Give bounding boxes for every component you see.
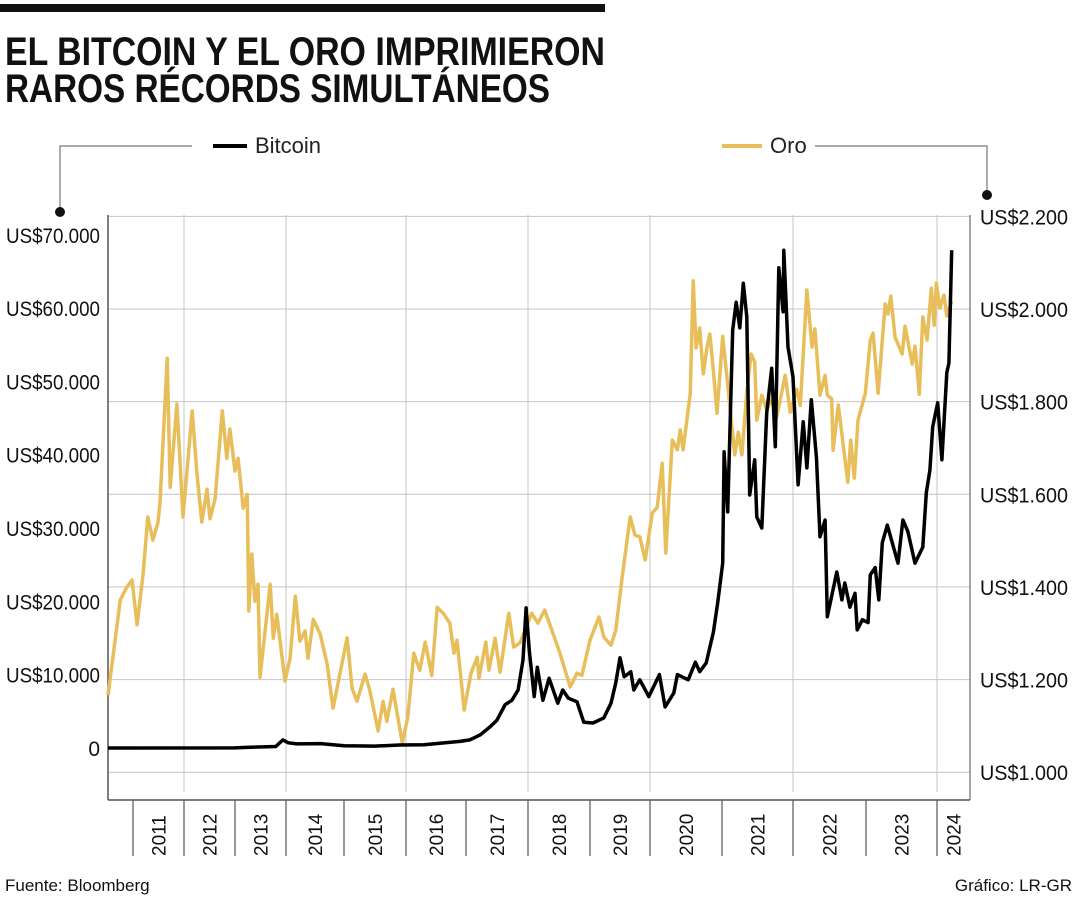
- x-tick-label: 2017: [488, 814, 509, 856]
- x-tick-label: 2012: [201, 814, 222, 856]
- left-tick-label: US$50.000: [6, 371, 100, 394]
- right-tick-label: US$1.400: [980, 577, 1068, 600]
- series-line-bitcoin: [107, 248, 954, 750]
- right-axis-callout: [815, 145, 988, 195]
- x-tick-label: 2024: [945, 813, 966, 856]
- left-tick-label: US$70.000: [6, 225, 100, 248]
- left-axis-ticks: 0 US$10.000 US$20.000 US$30.000 US$40.000 US$…: [6, 225, 100, 761]
- title-line-1: EL BITCOIN Y EL ORO IMPRIMIERON: [5, 30, 605, 74]
- gridlines: [108, 215, 970, 792]
- x-tick-label: 2013: [252, 814, 273, 856]
- series-lines: [106, 248, 954, 750]
- right-tick-label: US$1.000: [980, 762, 1068, 785]
- series-line-oro: [106, 279, 954, 745]
- left-tick-label: US$20.000: [6, 591, 100, 614]
- x-tick-label: 2016: [427, 814, 448, 856]
- x-tick-label: 2015: [366, 814, 387, 856]
- right-tick-label: US$1.200: [980, 670, 1068, 693]
- right-tick-label: US$1.800: [980, 392, 1068, 415]
- x-axis-ticks: 2011 2012 2013 2014 2015 2016 2017 2018 2019 2020…: [132, 800, 966, 856]
- title-rule: [0, 4, 605, 12]
- left-tick-label: 0: [88, 738, 100, 761]
- x-tick-label: 2023: [893, 814, 914, 856]
- x-tick-label: 2011: [150, 815, 171, 856]
- x-tick-label: 2014: [306, 813, 327, 856]
- x-tick-label: 2019: [611, 814, 632, 856]
- x-tick-label: 2018: [550, 814, 571, 856]
- left-tick-label: US$40.000: [6, 445, 100, 468]
- axes: [107, 215, 971, 801]
- right-axis-callout-dot: [982, 190, 992, 200]
- credit-note: Gráfico: LR-GR: [955, 876, 1072, 895]
- left-tick-label: US$30.000: [6, 518, 100, 541]
- left-tick-label: US$60.000: [6, 298, 100, 321]
- x-tick-label: 2022: [821, 814, 842, 856]
- legend-label-bitcoin: Bitcoin: [255, 133, 321, 158]
- left-axis-callout: [59, 145, 192, 212]
- title-line-2: RAROS RÉCORDS SIMULTÁNEOS: [5, 66, 550, 111]
- left-axis-callout-dot: [55, 207, 65, 217]
- left-tick-label: US$10.000: [6, 665, 100, 688]
- right-axis-ticks: US$1.000 US$1.200 US$1.400 US$1.600 US$1.800…: [980, 206, 1068, 785]
- source-note: Fuente: Bloomberg: [5, 876, 150, 895]
- legend-label-oro: Oro: [770, 133, 807, 158]
- x-tick-label: 2020: [677, 814, 698, 856]
- right-tick-label: US$1.600: [980, 484, 1068, 507]
- x-tick-label: 2021: [749, 814, 770, 856]
- right-tick-label: US$2.000: [980, 299, 1068, 322]
- right-tick-label: US$2.200: [980, 206, 1068, 229]
